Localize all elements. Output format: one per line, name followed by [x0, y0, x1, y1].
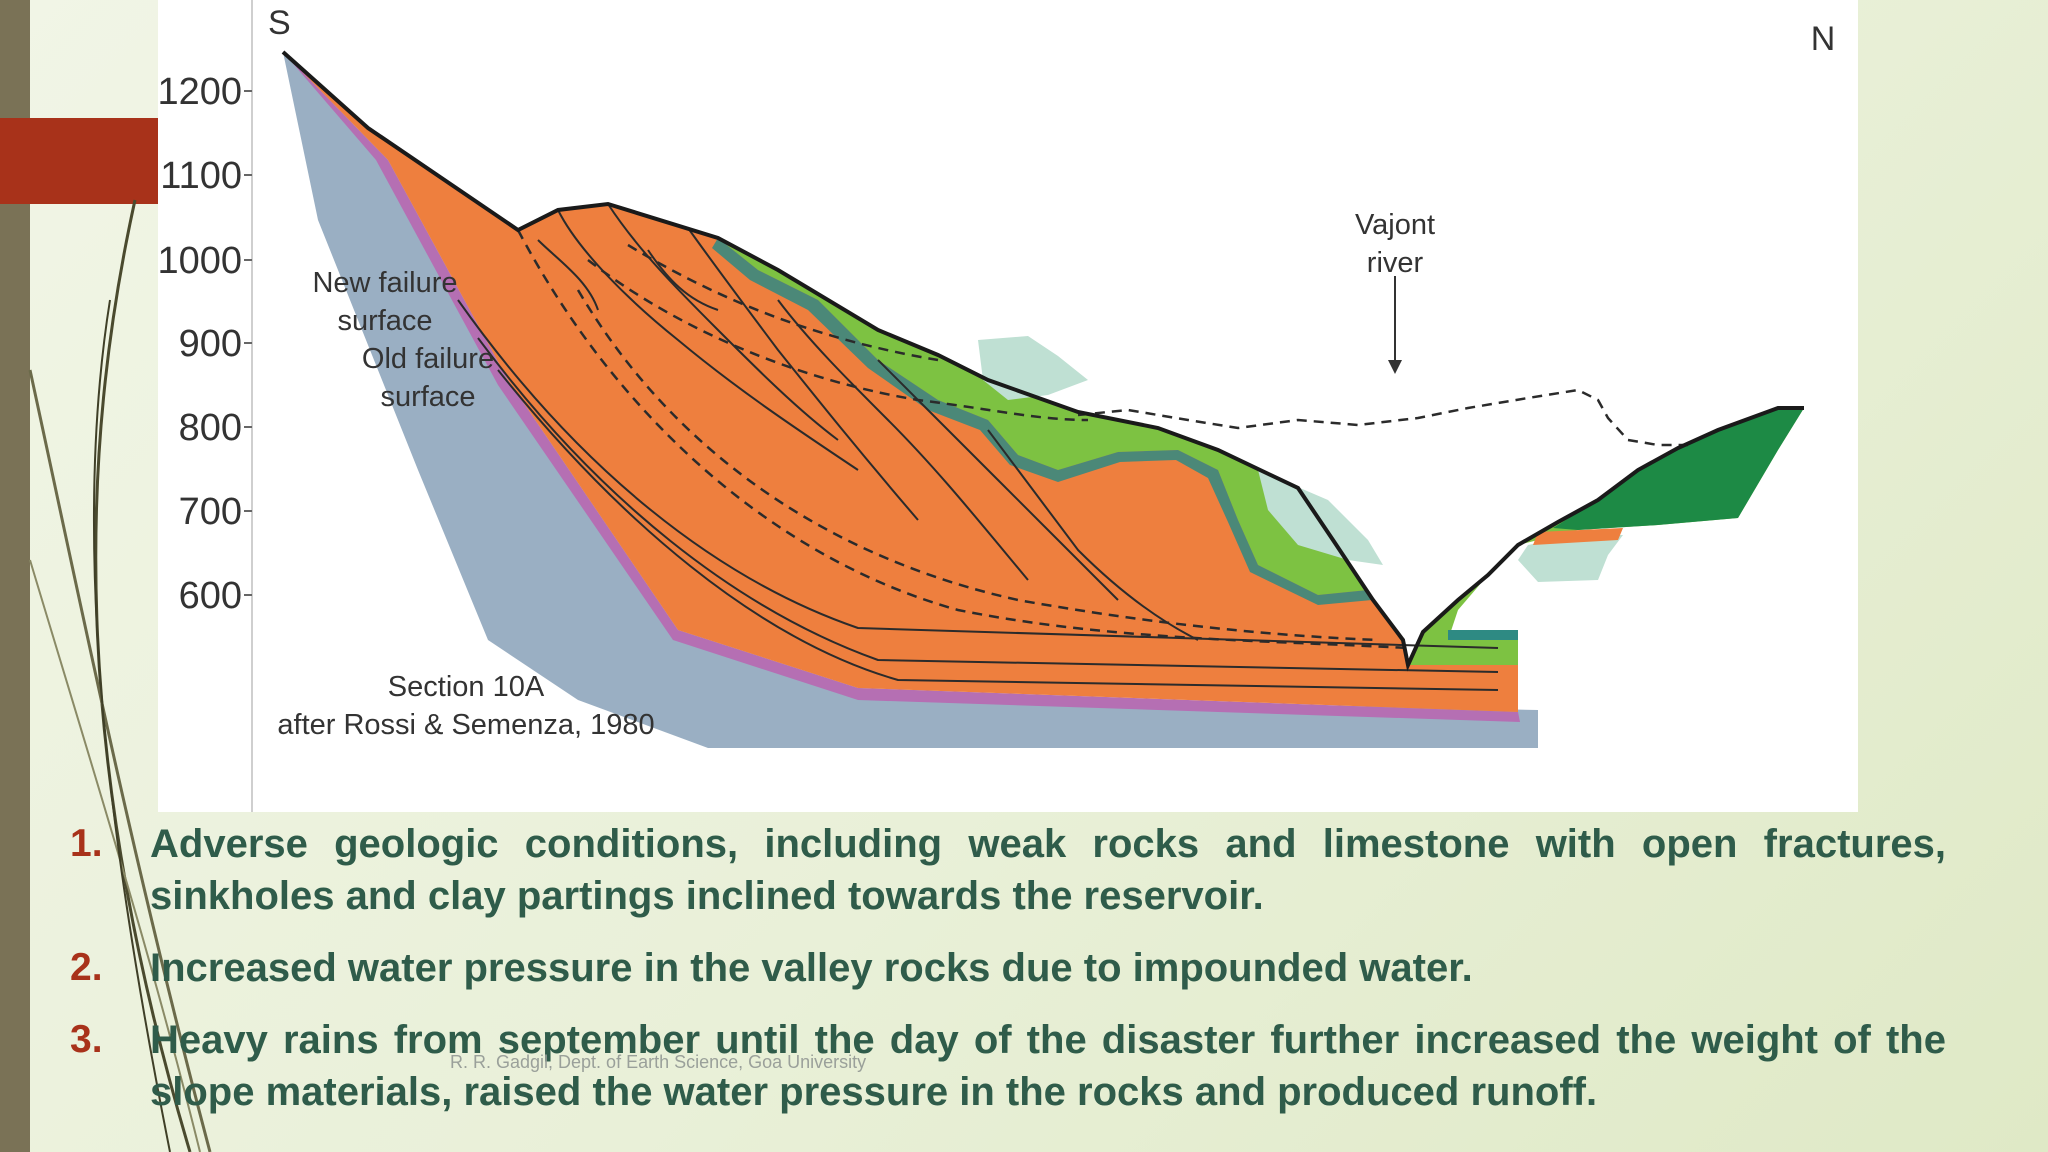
new-failure-label-line2: surface: [337, 305, 432, 337]
list-item-text: Adverse geologic conditions, including w…: [150, 822, 1946, 918]
cause-list: 1. Adverse geologic conditions, includin…: [70, 818, 1946, 1138]
cross-section-svg: 1200 1100 1000 900 800 700 600: [158, 0, 1836, 812]
south-label: S: [268, 4, 291, 42]
list-item-number: 2.: [70, 946, 103, 989]
list-item: 1. Adverse geologic conditions, includin…: [70, 818, 1946, 922]
elevation-tick-700: 700: [179, 491, 242, 533]
section-caption-line2: after Rossi & Semenza, 1980: [277, 709, 654, 741]
river-arrow-head: [1388, 360, 1402, 374]
list-item: 2. Increased water pressure in the valle…: [70, 942, 1946, 994]
elevation-labels: 1200 1100 1000 900 800 700 600: [158, 71, 242, 617]
list-item-text: Heavy rains from september until the day…: [150, 1018, 1946, 1114]
bedding-lines: [457, 203, 1499, 691]
list-item-text: Increased water pressure in the valley r…: [150, 946, 1473, 990]
pre-slide-profile: [1077, 388, 1688, 447]
north-dark-green-layer: [1553, 408, 1804, 530]
new-failure-label-line1: New failure: [312, 267, 457, 299]
elevation-tick-1200: 1200: [158, 71, 242, 113]
list-item-number: 1.: [70, 822, 103, 865]
slide-footer: R. R. Gadgil, Dept. of Earth Science, Go…: [450, 1052, 867, 1072]
list-item: 3. Heavy rains from september until the …: [70, 1014, 1946, 1118]
north-teal-band: [1448, 630, 1518, 640]
elevation-tick-800: 800: [179, 407, 242, 449]
elevation-tick-1000: 1000: [158, 240, 242, 282]
elevation-tick-600: 600: [179, 575, 242, 617]
old-failure-label-line2: surface: [380, 381, 475, 413]
north-orange-band: [1533, 528, 1623, 545]
pale-lens-lower: [1258, 470, 1383, 565]
elevation-tick-900: 900: [179, 323, 242, 365]
old-failure-label-line1: Old failure: [362, 343, 494, 375]
axis-ticks: [244, 90, 252, 596]
failure-surfaces: [516, 229, 1409, 650]
elevation-tick-1100: 1100: [160, 155, 242, 197]
accent-tab: [0, 118, 160, 204]
bedrock-layer: [283, 52, 1538, 748]
pale-lens-upper: [978, 336, 1088, 400]
green-layer: [718, 238, 1368, 595]
list-item-number: 3.: [70, 1018, 103, 1061]
section-caption-line1: Section 10A: [388, 671, 545, 703]
north-pale-layer: [1518, 535, 1623, 582]
north-label: N: [1811, 20, 1836, 58]
river-label-line1: Vajont: [1355, 209, 1435, 241]
river-label-line2: river: [1367, 247, 1424, 279]
geologic-cross-section: 1200 1100 1000 900 800 700 600: [158, 0, 1858, 812]
ground-profile: [281, 50, 1804, 672]
